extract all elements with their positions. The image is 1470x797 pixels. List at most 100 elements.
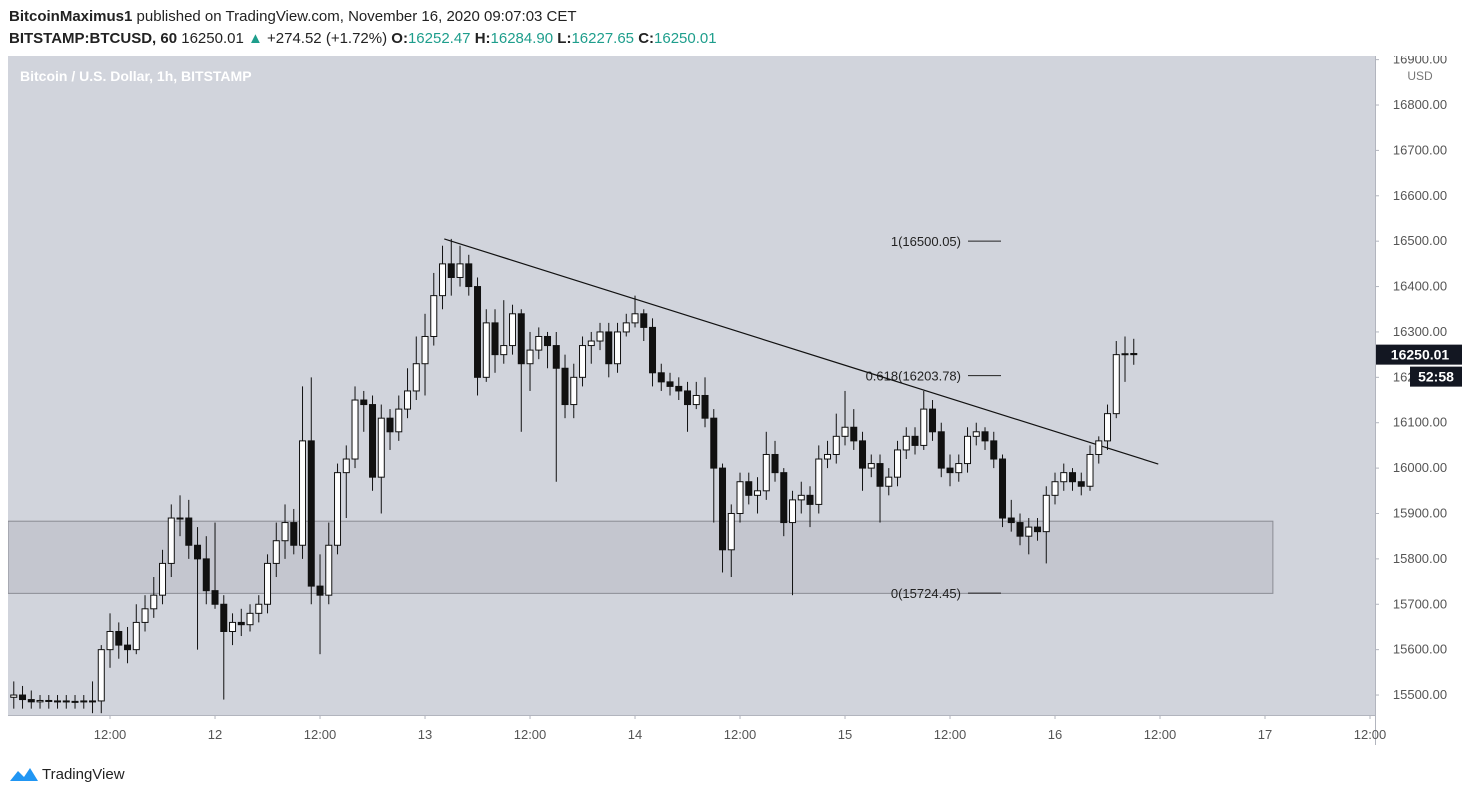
y-tick-label: 15500.00 bbox=[1393, 687, 1447, 702]
candle-body bbox=[745, 481, 753, 496]
candle-body bbox=[456, 263, 464, 278]
candle-body bbox=[1016, 522, 1024, 537]
candle-body bbox=[526, 349, 534, 365]
candle-body bbox=[762, 453, 770, 492]
candle-body bbox=[1077, 481, 1085, 487]
x-tick-label: 12:00 bbox=[1354, 727, 1387, 742]
candle-body bbox=[290, 522, 298, 546]
candle-body bbox=[54, 700, 62, 703]
candle-body bbox=[395, 408, 403, 433]
y-tick-label: 16800.00 bbox=[1393, 97, 1447, 112]
candle-body bbox=[640, 313, 648, 328]
symbol: BITSTAMP:BTCUSD, 60 bbox=[9, 30, 178, 47]
published: published on TradingView.com, November 1… bbox=[136, 8, 577, 25]
x-tick-label: 12:00 bbox=[514, 727, 547, 742]
y-tick-label: 16300.00 bbox=[1393, 324, 1447, 339]
candle-body bbox=[596, 331, 604, 342]
candle-body bbox=[89, 700, 97, 703]
candle-body bbox=[36, 699, 44, 703]
candle-body bbox=[264, 562, 272, 605]
candle-body bbox=[150, 594, 158, 610]
candle-body bbox=[491, 322, 499, 356]
y-tick-label: 16100.00 bbox=[1393, 415, 1447, 430]
candle-body bbox=[727, 512, 735, 551]
axes: 15500.00 15600.00 15700.00 15800.00 15900.00… bbox=[8, 52, 1462, 745]
candle-body bbox=[19, 694, 27, 701]
candle-body bbox=[500, 345, 508, 356]
candle-body bbox=[325, 544, 333, 596]
candle-body bbox=[132, 621, 140, 651]
candle-body bbox=[141, 608, 149, 623]
author: BitcoinMaximus1 bbox=[9, 8, 133, 25]
candle-body bbox=[999, 458, 1007, 519]
candle-body bbox=[465, 263, 473, 288]
y-tick-label: 15600.00 bbox=[1393, 642, 1447, 657]
candle-body bbox=[255, 603, 263, 614]
trendline bbox=[444, 238, 1159, 465]
candle-body bbox=[972, 431, 980, 437]
candle-body bbox=[220, 603, 228, 632]
y-tick-label: 16900.00 bbox=[1393, 52, 1447, 67]
candle-body bbox=[307, 440, 315, 587]
candle-body bbox=[806, 494, 814, 505]
candle-body bbox=[911, 435, 919, 446]
last: 16250.01 bbox=[181, 30, 244, 47]
price-tag-label: 16250.01 bbox=[1391, 347, 1450, 363]
candle-body bbox=[876, 463, 884, 487]
candle-body bbox=[229, 621, 237, 632]
candle-body bbox=[587, 340, 595, 347]
y-tick-label: 15700.00 bbox=[1393, 596, 1447, 611]
candle-body bbox=[937, 431, 945, 469]
candle-body bbox=[299, 440, 307, 546]
candle-body bbox=[701, 394, 709, 419]
candle-body bbox=[561, 367, 569, 406]
candle-body bbox=[430, 295, 438, 337]
candle-body bbox=[666, 381, 674, 387]
candle-body bbox=[675, 385, 683, 392]
candle-body bbox=[990, 440, 998, 460]
candle-body bbox=[474, 286, 482, 378]
l-key: L: bbox=[557, 30, 572, 47]
candle-body bbox=[684, 390, 692, 406]
y-tick-label: 16600.00 bbox=[1393, 188, 1447, 203]
o: 16252.47 bbox=[407, 30, 471, 47]
candle-body bbox=[1069, 472, 1077, 483]
price-tag bbox=[1376, 344, 1462, 365]
candle-body bbox=[167, 517, 175, 564]
y-tick-label: 16500.00 bbox=[1393, 233, 1447, 248]
candle-body bbox=[272, 540, 280, 564]
candle-body bbox=[789, 499, 797, 524]
candle-body bbox=[964, 435, 972, 465]
candle-body bbox=[859, 440, 867, 469]
o-key: O: bbox=[391, 30, 408, 47]
candle-body bbox=[176, 517, 184, 520]
candle-body bbox=[124, 644, 132, 651]
candle-body bbox=[377, 417, 385, 478]
x-tick-label: 12:00 bbox=[724, 727, 757, 742]
candle-body bbox=[815, 458, 823, 505]
x-tick-label: 12 bbox=[208, 727, 222, 742]
candle-body bbox=[185, 517, 193, 546]
candle-body bbox=[1051, 481, 1059, 496]
candle-body bbox=[447, 263, 455, 278]
candle-body bbox=[159, 562, 167, 596]
header: BitcoinMaximus1 published on TradingView… bbox=[9, 6, 717, 50]
quote-line: BITSTAMP:BTCUSD, 60 16250.01 ▲ +274.52 (… bbox=[9, 28, 717, 50]
y-tick-label: 15800.00 bbox=[1393, 551, 1447, 566]
candle-body bbox=[622, 322, 630, 333]
h-key: H: bbox=[474, 30, 491, 47]
candle-body bbox=[824, 453, 832, 460]
support-zone bbox=[8, 520, 1274, 594]
candle-body bbox=[1034, 526, 1042, 533]
x-tick-label: 17 bbox=[1258, 727, 1272, 742]
x-tick-label: 12:00 bbox=[94, 727, 127, 742]
candle-body bbox=[517, 313, 525, 365]
candle-body bbox=[237, 621, 245, 626]
countdown-tag bbox=[1410, 366, 1462, 387]
plot-background bbox=[8, 56, 1375, 715]
candle-body bbox=[657, 372, 665, 383]
candle-body bbox=[841, 426, 849, 437]
candle-body bbox=[579, 345, 587, 378]
candle-body bbox=[10, 694, 18, 698]
